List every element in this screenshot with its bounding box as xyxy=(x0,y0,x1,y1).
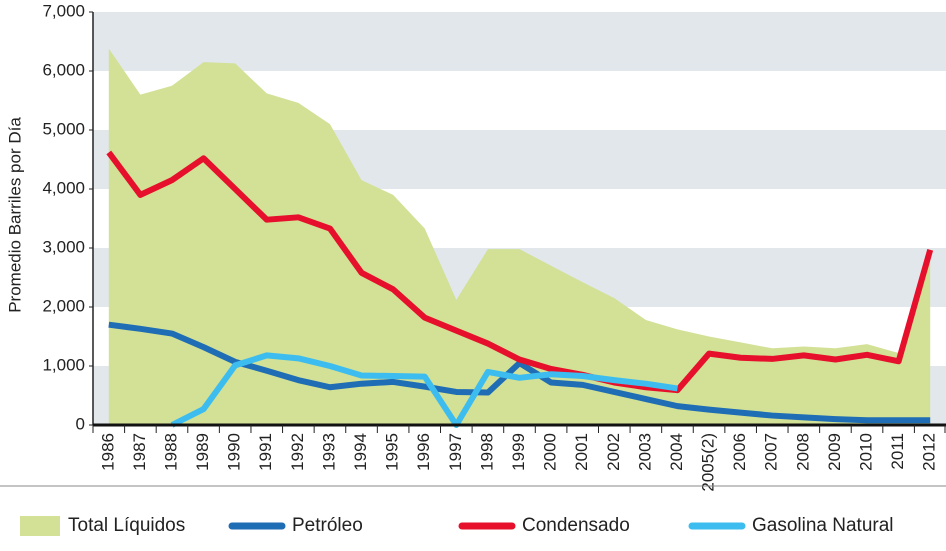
y-tick-label: 1,000 xyxy=(42,355,85,374)
x-tick-label: 1989 xyxy=(193,433,212,471)
y-tick-label: 0 xyxy=(76,414,85,433)
y-tick-label: 2,000 xyxy=(42,296,85,315)
x-tick-label: 2006 xyxy=(730,433,749,471)
legend-label: Condensado xyxy=(522,515,630,536)
x-tick-label: 2005(2) xyxy=(699,433,718,492)
x-tick-label: 2002 xyxy=(604,433,623,471)
x-tick-label: 2010 xyxy=(857,433,876,471)
y-axis-label: Promedio Barriles por Día xyxy=(5,117,24,313)
x-tick-label: 1994 xyxy=(351,433,370,471)
x-tick-label: 1998 xyxy=(477,433,496,471)
x-tick-label: 2012 xyxy=(920,433,939,471)
area xyxy=(108,48,931,425)
x-tick-label: 2001 xyxy=(572,433,591,471)
x-tick-label: 2000 xyxy=(541,433,560,471)
x-tick-label: 1996 xyxy=(414,433,433,471)
x-tick-label: 2003 xyxy=(635,433,654,471)
grid-band xyxy=(93,12,946,71)
x-tick-label: 1986 xyxy=(98,433,117,471)
x-tick-label: 1999 xyxy=(509,433,528,471)
x-tick-label: 1987 xyxy=(130,433,149,471)
x-tick-label: 1992 xyxy=(288,433,307,471)
legend-label: Petróleo xyxy=(292,515,363,536)
line xyxy=(106,150,934,394)
x-tick-label: 2007 xyxy=(762,433,781,471)
y-tick-label: 3,000 xyxy=(42,237,85,256)
x-tick-label: 1995 xyxy=(383,433,402,471)
y-tick-label: 4,000 xyxy=(42,178,85,197)
x-tick-label: 1990 xyxy=(225,433,244,471)
line xyxy=(170,352,678,428)
x-tick-label: 1991 xyxy=(256,433,275,471)
y-tick-label: 6,000 xyxy=(42,60,85,79)
y-tick-label: 5,000 xyxy=(42,119,85,138)
legend-label: Total Líquidos xyxy=(68,515,185,536)
x-tick-label: 2004 xyxy=(667,433,686,471)
x-tick-label: 1988 xyxy=(161,433,180,471)
x-tick-label: 1997 xyxy=(446,433,465,471)
legend-swatch xyxy=(20,516,60,536)
x-tick-label: 1993 xyxy=(319,433,338,471)
x-tick-label: 2008 xyxy=(793,433,812,471)
legend-label: Gasolina Natural xyxy=(752,515,894,536)
x-tick-label: 2011 xyxy=(888,433,907,470)
y-tick-label: 7,000 xyxy=(42,1,85,20)
x-tick-label: 2009 xyxy=(825,433,844,471)
